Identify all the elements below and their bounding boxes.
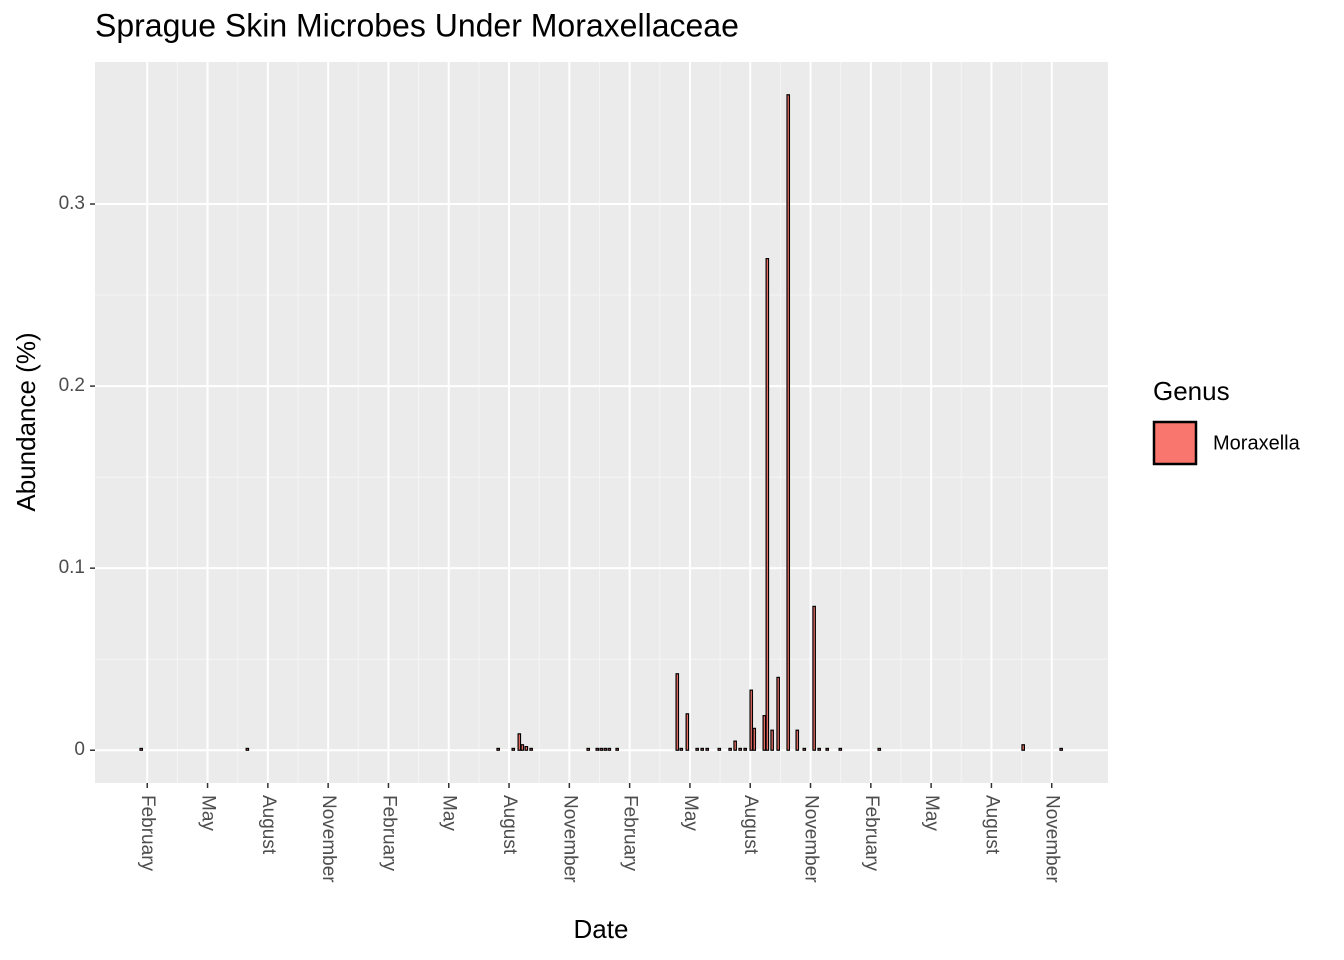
bar [1021, 744, 1025, 751]
y-axis-label: Abundance (%) [11, 332, 41, 511]
legend-title: Genus [1153, 376, 1230, 406]
bar [520, 744, 525, 751]
bar [139, 747, 144, 751]
y-tick-label: 0.2 [59, 375, 85, 396]
bar [607, 747, 612, 751]
bar [838, 747, 843, 751]
y-tick-label: 0 [74, 739, 85, 760]
legend-key [1152, 420, 1198, 466]
x-tick-label: November [318, 795, 339, 883]
x-tick-label: February [620, 795, 641, 872]
bar [877, 747, 882, 751]
x-tick-label: August [740, 795, 761, 855]
bar [825, 747, 830, 751]
bar [795, 729, 800, 751]
bar [595, 747, 600, 751]
y-tick-label: 0.3 [59, 193, 85, 214]
bar [245, 747, 250, 751]
x-tick-label: August [981, 795, 1002, 855]
x-tick-label: August [258, 795, 279, 855]
bar [817, 747, 821, 751]
bar [786, 94, 791, 751]
x-tick-label: November [559, 795, 580, 883]
bar [496, 747, 500, 751]
x-tick-label: November [1042, 795, 1063, 883]
bar [738, 747, 742, 751]
bar [685, 713, 690, 751]
bar [743, 747, 748, 751]
bar [695, 747, 699, 751]
x-tick-label: August [499, 795, 520, 855]
legend-label: Moraxella [1213, 432, 1301, 454]
bar [517, 733, 522, 751]
bar [524, 745, 529, 751]
bar [615, 747, 619, 751]
panel [95, 62, 1108, 783]
x-tick-label: May [921, 795, 942, 831]
bar [765, 258, 770, 751]
bar [776, 676, 780, 751]
bar [599, 747, 604, 751]
bar [700, 747, 704, 751]
bar [675, 673, 680, 751]
grid [95, 62, 1108, 783]
x-tick-label: May [680, 795, 701, 831]
chart-title: Sprague Skin Microbes Under Moraxellacea… [95, 7, 739, 43]
bar [812, 605, 816, 751]
bars [139, 94, 1063, 751]
axes: 0 0.1 0.2 0.3 February May August November Febru… [59, 193, 1063, 883]
bar [705, 747, 710, 751]
x-tick-label: November [801, 795, 822, 883]
bar [679, 747, 684, 751]
bar [802, 747, 807, 751]
x-axis-label: Date [574, 914, 629, 944]
bar [762, 715, 767, 751]
x-tick-label: February [861, 795, 882, 872]
x-tick-label: May [198, 795, 219, 831]
bar [1059, 747, 1063, 751]
y-tick-label: 0.1 [59, 557, 85, 578]
bar [603, 747, 608, 751]
bar [728, 747, 732, 751]
bar [749, 689, 754, 751]
x-tick-label: February [137, 795, 158, 872]
bar [529, 747, 533, 751]
bar [511, 747, 516, 751]
x-tick-label: February [378, 795, 399, 872]
bar [752, 727, 757, 751]
bar [733, 740, 737, 751]
x-tick-label: May [439, 795, 460, 831]
bar [717, 747, 722, 751]
bar [770, 729, 774, 751]
bar [586, 747, 591, 751]
